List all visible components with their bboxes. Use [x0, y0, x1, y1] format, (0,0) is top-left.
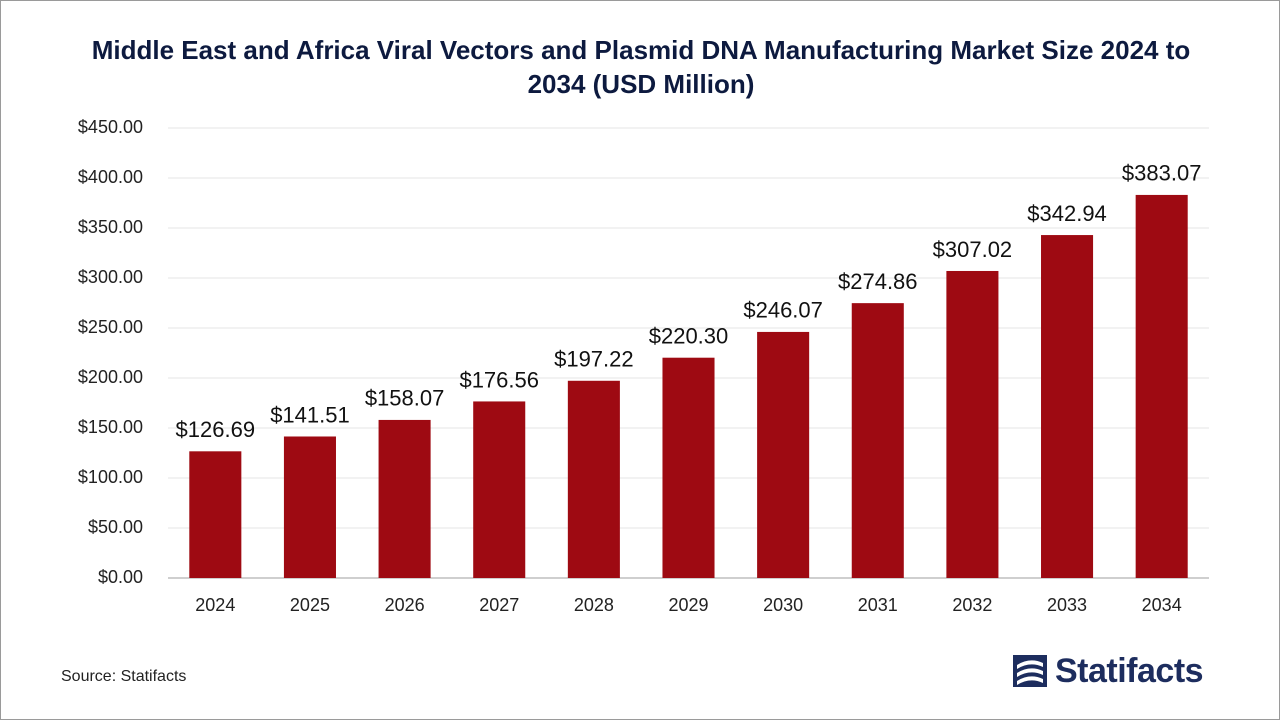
x-tick-label: 2029: [668, 595, 708, 615]
bar: [662, 357, 715, 578]
bar: [946, 270, 999, 578]
data-label: $141.51: [270, 402, 350, 427]
bar: [567, 380, 620, 578]
bar: [378, 419, 431, 578]
bar: [473, 401, 526, 578]
data-label: $158.07: [365, 386, 445, 411]
source-note: Source: Statifacts: [61, 668, 187, 685]
x-tick-label: 2031: [858, 595, 898, 615]
data-label: $307.02: [933, 237, 1013, 262]
data-label: $274.86: [838, 269, 918, 294]
data-label: $126.69: [176, 417, 256, 442]
bar: [283, 436, 336, 578]
data-label: $246.07: [743, 298, 823, 323]
data-label: $383.07: [1122, 161, 1202, 186]
y-tick-label: $150.00: [78, 417, 143, 437]
y-tick-label: $350.00: [78, 217, 143, 237]
x-tick-label: 2033: [1047, 595, 1087, 615]
x-tick-label: 2030: [763, 595, 803, 615]
x-tick-label: 2024: [195, 595, 235, 615]
y-tick-label: $0.00: [98, 567, 143, 587]
logo-icon: [1013, 655, 1047, 687]
x-tick-label: 2027: [479, 595, 519, 615]
bar: [757, 331, 810, 578]
y-tick-label: $300.00: [78, 267, 143, 287]
x-tick-label: 2025: [290, 595, 330, 615]
y-tick-label: $50.00: [88, 517, 143, 537]
logo: Statifacts: [1013, 649, 1204, 693]
data-label: $176.56: [459, 367, 539, 392]
x-tick-label: 2028: [574, 595, 614, 615]
y-tick-label: $250.00: [78, 317, 143, 337]
chart: $0.00 $50.00 $100.00 $150.00 $200.00 $250.00 $…: [78, 117, 1209, 615]
x-tick-label: 2026: [385, 595, 425, 615]
logo-text: Statifacts: [1055, 651, 1204, 690]
bar: [189, 451, 242, 578]
y-tick-label: $100.00: [78, 467, 143, 487]
y-tick-label: $450.00: [78, 117, 143, 137]
data-label: $342.94: [1027, 201, 1107, 226]
chart-title: Middle East and Africa Viral Vectors and…: [91, 35, 1191, 99]
y-tick-label: $400.00: [78, 167, 143, 187]
bar: [1041, 235, 1094, 578]
x-tick-label: 2034: [1142, 595, 1182, 615]
bar: [1135, 194, 1188, 578]
data-label: $220.30: [649, 324, 729, 349]
x-tick-label: 2032: [952, 595, 992, 615]
bar: [851, 303, 904, 578]
data-label: $197.22: [554, 347, 634, 372]
y-tick-label: $200.00: [78, 367, 143, 387]
